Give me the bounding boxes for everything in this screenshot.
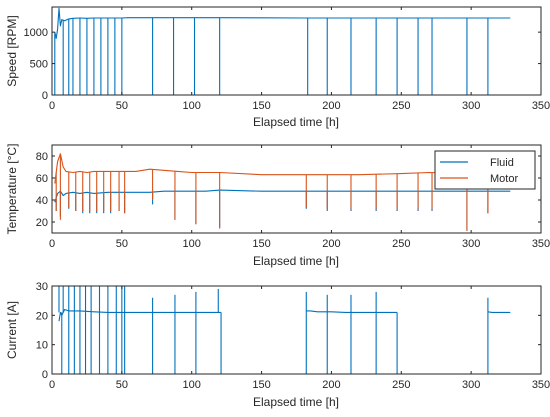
speed-x-axis-label: Elapsed time [h] [253, 115, 339, 129]
x-tick-label: 100 [183, 100, 201, 112]
x-tick-label: 200 [322, 100, 340, 112]
current-series-segment [306, 310, 398, 313]
fluid-series-line [54, 189, 511, 203]
x-tick-label: 300 [462, 379, 480, 391]
x-tick-label: 350 [532, 238, 550, 250]
current-x-ticks: 0 50 100 150 200 250 300 350 [49, 286, 550, 391]
temperature-panel: 0 50 100 150 200 250 300 350 20 40 60 80 Elapsed t… [5, 144, 550, 268]
x-tick-label: 150 [252, 379, 270, 391]
x-tick-label: 0 [49, 100, 55, 112]
x-tick-label: 100 [183, 379, 201, 391]
temperature-y-axis-label: Temperature [°C] [5, 144, 19, 235]
y-tick-label: 20 [36, 217, 48, 229]
speed-series-layer [54, 7, 511, 95]
y-tick-label: 0 [42, 369, 48, 381]
x-tick-label: 250 [392, 100, 410, 112]
x-tick-label: 50 [116, 100, 128, 112]
y-tick-label: 500 [30, 59, 48, 71]
speed-panel: 0 50 100 150 200 250 300 350 0 500 1000 Elapsed t… [5, 6, 550, 129]
current-series-segment [58, 308, 222, 322]
x-tick-label: 0 [49, 379, 55, 391]
x-tick-label: 150 [252, 100, 270, 112]
temperature-x-ticks: 0 50 100 150 200 250 300 350 [49, 145, 550, 250]
y-tick-label: 60 [36, 173, 48, 185]
legend-motor-label: Motor [490, 173, 518, 185]
x-tick-label: 50 [116, 238, 128, 250]
temperature-series-layer [54, 153, 511, 231]
speed-y-ticks: 0 500 1000 [24, 27, 541, 102]
x-tick-label: 350 [532, 379, 550, 391]
y-tick-label: 40 [36, 195, 48, 207]
y-tick-label: 10 [36, 340, 48, 352]
x-tick-label: 300 [462, 238, 480, 250]
x-tick-label: 300 [462, 100, 480, 112]
temperature-axes-box [51, 144, 542, 234]
x-tick-label: 200 [322, 379, 340, 391]
current-axes-box [51, 285, 542, 375]
y-tick-label: 1000 [24, 27, 48, 39]
current-series-segment [487, 311, 511, 313]
speed-x-ticks: 0 50 100 150 200 250 300 350 [49, 7, 550, 112]
x-tick-label: 350 [532, 100, 550, 112]
x-tick-label: 0 [49, 238, 55, 250]
y-tick-label: 0 [42, 90, 48, 102]
legend-fluid-label: Fluid [490, 157, 514, 169]
x-tick-label: 250 [392, 238, 410, 250]
temperature-y-ticks: 20 40 60 80 [36, 151, 541, 229]
speed-axes-box [51, 6, 542, 96]
y-tick-label: 30 [36, 281, 48, 293]
x-tick-label: 150 [252, 238, 270, 250]
current-y-axis-label: Current [A] [5, 301, 19, 359]
legend-box [434, 150, 536, 190]
x-tick-label: 250 [392, 379, 410, 391]
y-tick-label: 20 [36, 310, 48, 322]
temperature-legend: Fluid Motor [434, 150, 536, 190]
speed-series-line [54, 7, 511, 39]
current-series-layer [58, 286, 511, 374]
x-tick-label: 50 [116, 379, 128, 391]
motor-series-line [54, 153, 511, 184]
x-tick-label: 200 [322, 238, 340, 250]
speed-y-axis-label: Speed [RPM] [5, 15, 19, 86]
temperature-x-axis-label: Elapsed time [h] [253, 254, 339, 268]
current-x-axis-label: Elapsed time [h] [253, 395, 339, 409]
x-tick-label: 100 [183, 238, 201, 250]
current-panel: 0 50 100 150 200 250 300 350 0 10 20 30 Elapsed ti… [5, 281, 550, 409]
y-tick-label: 80 [36, 151, 48, 163]
current-y-ticks: 0 10 20 30 [36, 281, 541, 381]
